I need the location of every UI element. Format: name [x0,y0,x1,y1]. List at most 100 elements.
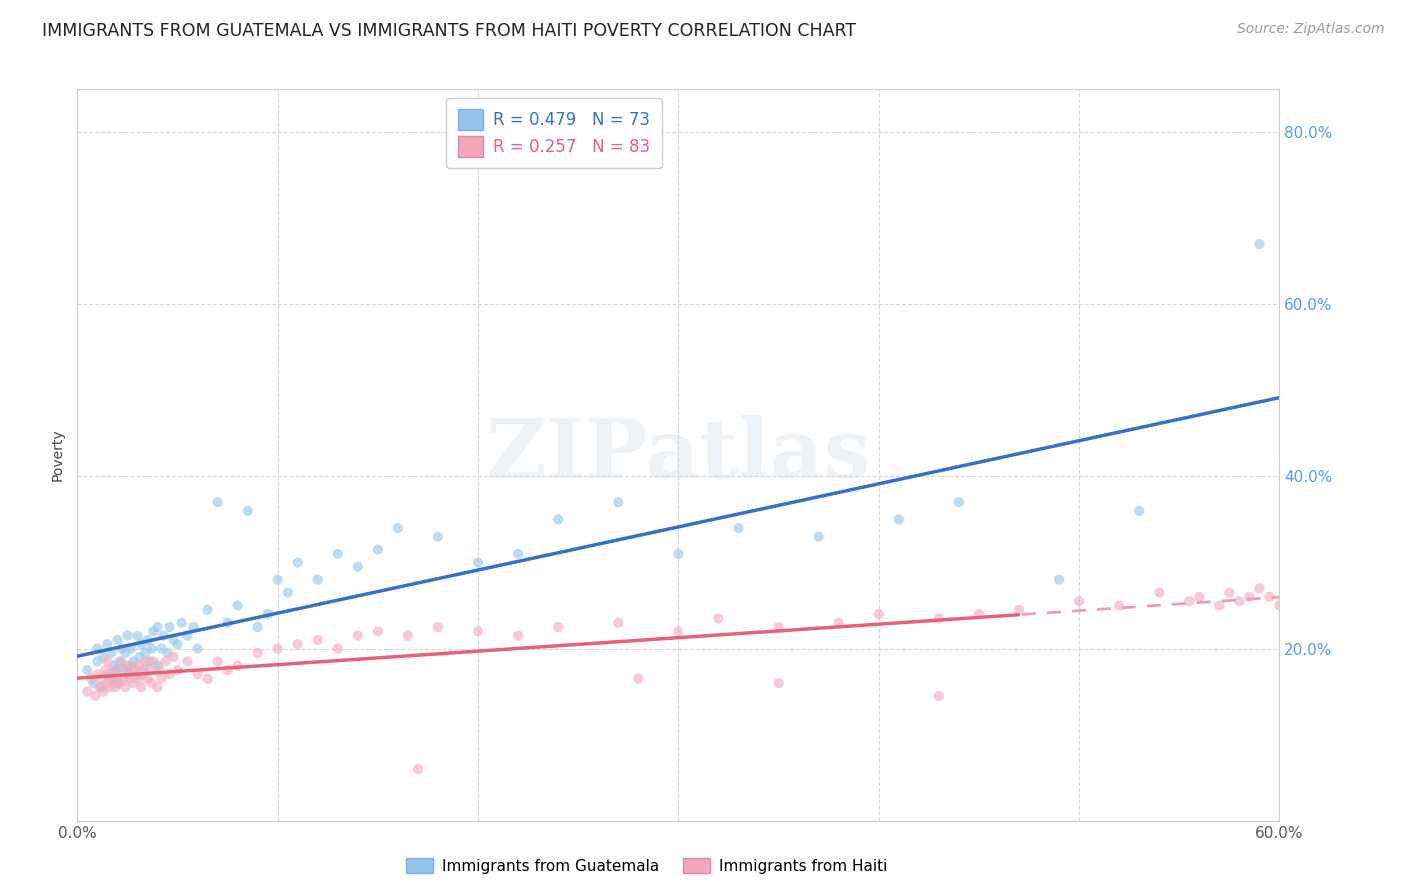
Point [146,658,169,673]
Point [1218,585,1240,599]
Point [96,667,118,681]
Point [236,504,259,518]
Point [668,624,690,639]
Point [114,680,136,694]
Point [287,556,309,570]
Point [928,689,950,703]
Point [96,655,118,669]
Legend: Immigrants from Guatemala, Immigrants from Haiti: Immigrants from Guatemala, Immigrants fr… [399,852,894,880]
Point [108,676,131,690]
Point [120,658,142,673]
Point [107,676,129,690]
Point [117,629,139,643]
Point [96,637,118,651]
Point [142,624,165,639]
Point [887,512,910,526]
Point [217,663,239,677]
Point [307,632,329,647]
Point [117,663,139,677]
Point [80,672,103,686]
Point [1239,590,1261,604]
Point [727,521,749,535]
Point [100,667,122,681]
Point [547,512,569,526]
Point [197,603,219,617]
Point [150,672,173,686]
Point [868,607,890,621]
Point [707,611,730,625]
Point [427,620,450,634]
Point [124,663,146,677]
Point [103,672,125,686]
Point [607,615,630,630]
Point [1149,585,1171,599]
Point [118,667,141,681]
Point [108,655,131,669]
Point [131,637,153,651]
Point [136,672,159,686]
Point [668,547,690,561]
Point [176,655,198,669]
Point [166,637,188,651]
Point [134,646,156,660]
Point [807,530,830,544]
Point [141,641,163,656]
Point [93,650,115,665]
Point [94,663,117,677]
Point [217,615,239,630]
Point [166,663,188,677]
Point [768,676,790,690]
Point [138,663,160,677]
Point [347,629,370,643]
Point [96,676,118,690]
Point [307,573,329,587]
Point [127,629,149,643]
Point [90,672,112,686]
Point [287,637,309,651]
Text: Source: ZipAtlas.com: Source: ZipAtlas.com [1237,22,1385,37]
Point [246,646,269,660]
Point [150,641,173,656]
Point [948,495,970,509]
Point [152,629,174,643]
Point [162,632,184,647]
Point [112,663,135,677]
Point [226,658,249,673]
Point [1047,573,1070,587]
Point [89,680,111,694]
Point [207,495,229,509]
Text: ZIPatlas: ZIPatlas [485,415,872,495]
Point [547,620,569,634]
Point [127,667,149,681]
Point [128,658,150,673]
Point [103,658,125,673]
Point [86,641,108,656]
Point [1178,594,1201,608]
Point [928,611,950,625]
Point [183,620,205,634]
Text: IMMIGRANTS FROM GUATEMALA VS IMMIGRANTS FROM HAITI POVERTY CORRELATION CHART: IMMIGRANTS FROM GUATEMALA VS IMMIGRANTS … [42,22,856,40]
Point [508,547,530,561]
Point [207,655,229,669]
Point [427,530,450,544]
Point [627,672,650,686]
Point [1128,504,1150,518]
Point [197,672,219,686]
Point [104,663,127,677]
Point [100,646,122,660]
Point [131,680,153,694]
Point [146,620,169,634]
Point [396,629,419,643]
Point [114,646,136,660]
Point [967,607,990,621]
Point [159,667,181,681]
Point [82,676,104,690]
Point [187,641,209,656]
Point [107,663,129,677]
Point [76,684,98,698]
Point [607,495,630,509]
Point [226,599,249,613]
Point [122,655,145,669]
Point [326,641,349,656]
Point [267,641,290,656]
